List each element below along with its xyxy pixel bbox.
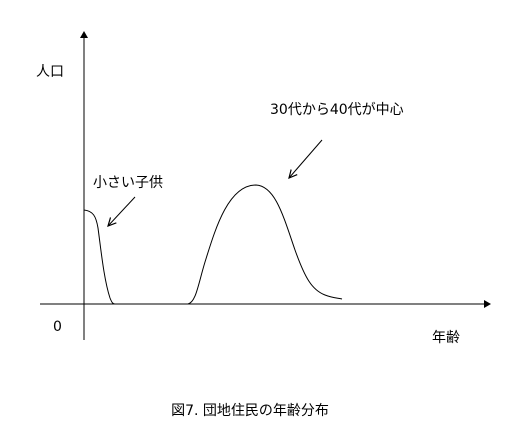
annotation: 30代から40代が中心 bbox=[270, 102, 404, 118]
annotation: 小さい子供 bbox=[93, 175, 163, 191]
annotation-arrow bbox=[289, 139, 323, 178]
annotation-arrow bbox=[108, 196, 136, 226]
adult-curve bbox=[187, 184, 343, 305]
x-axis-label: 年齢 bbox=[432, 330, 460, 346]
y-axis-label: 人口 bbox=[36, 64, 64, 80]
caption: 図7. 団地住民の年齢分布 bbox=[171, 403, 329, 419]
origin-label: 0 bbox=[53, 319, 62, 335]
children-curve bbox=[83, 209, 116, 305]
